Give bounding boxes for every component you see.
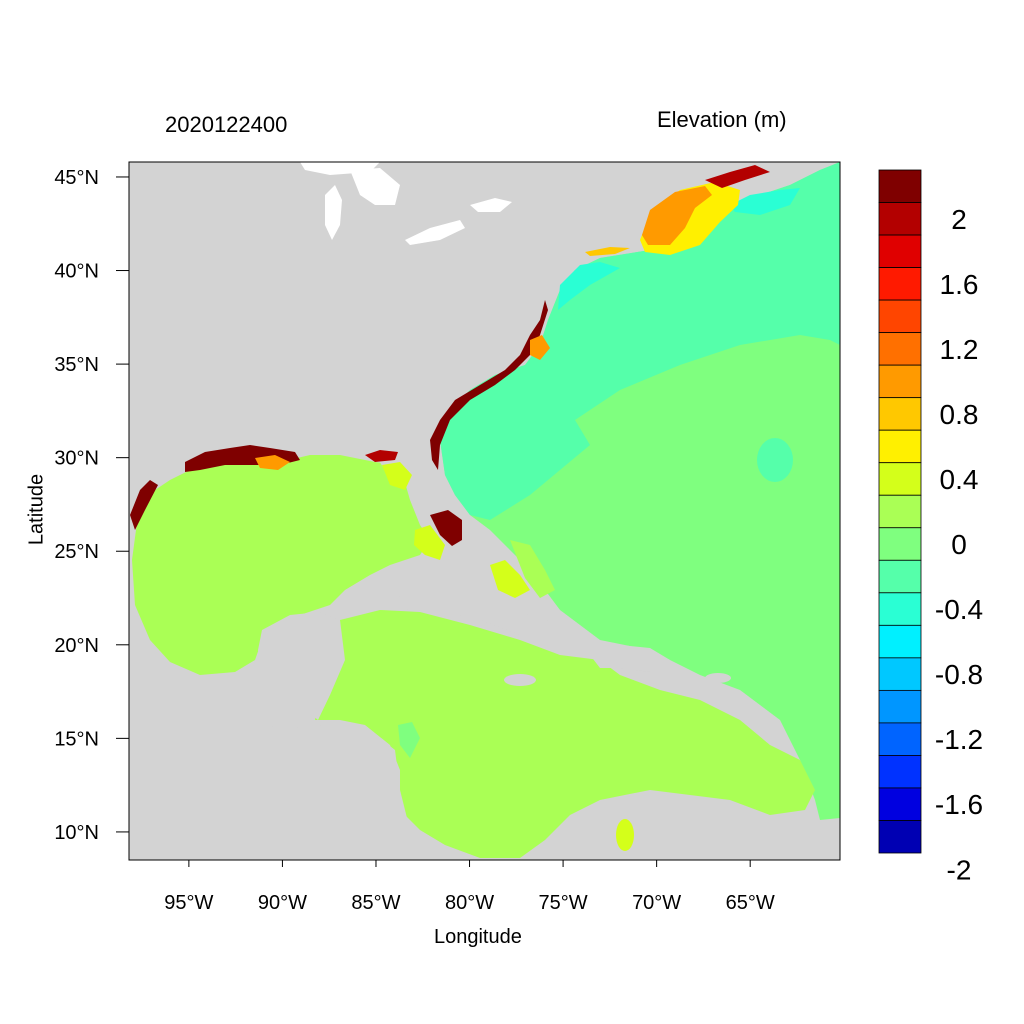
hispaniola	[590, 645, 670, 672]
gulf-of-maine-surge-high	[642, 186, 712, 245]
colorbar-label: 1.2	[940, 334, 979, 365]
colorbar-label: 0.4	[940, 464, 979, 495]
pamlico-sound-surge	[530, 335, 550, 360]
colorbar-swatch	[878, 624, 922, 659]
colorbar-label: 0	[951, 529, 967, 560]
y-tick-label: 35°N	[54, 354, 99, 376]
colorbar-swatch	[878, 332, 922, 366]
louisiana-coast-surge	[185, 445, 300, 472]
jamaica	[504, 674, 536, 686]
y-tick-label: 20°N	[54, 635, 99, 657]
south-america-coast	[540, 800, 840, 860]
honduras-coastal	[398, 722, 420, 758]
nova-scotia-shelf	[730, 188, 800, 215]
colorbar-label: -0.8	[935, 659, 983, 690]
bay-of-fundy-surge	[705, 165, 770, 188]
colorbar-swatch	[878, 299, 922, 334]
x-tick-label: 85°W	[351, 892, 400, 914]
colorbar-swatch	[878, 787, 922, 821]
colorbar-swatch	[878, 820, 922, 854]
long-island-sound-surge	[585, 247, 630, 256]
cuba	[380, 590, 580, 645]
colorbar-label: 0.8	[940, 399, 979, 430]
map-plot-area	[129, 162, 840, 860]
colorbar-swatch	[878, 202, 922, 236]
colorbar-label: 1.6	[940, 269, 979, 300]
y-tick-label: 15°N	[54, 728, 99, 750]
colorbar-swatch	[878, 755, 922, 789]
colorbar-swatch	[878, 689, 922, 724]
variable-title: Elevation (m)	[657, 107, 787, 132]
y-tick-label: 10°N	[54, 822, 99, 844]
x-tick-label: 80°W	[445, 892, 494, 914]
x-tick-label: 65°W	[726, 892, 775, 914]
y-tick-label: 45°N	[54, 167, 99, 189]
atlantic-shelf-region	[440, 162, 840, 520]
sargasso-patch	[757, 438, 793, 482]
colorbar-swatch	[878, 592, 922, 626]
colorbar-swatch	[878, 169, 922, 203]
colorbar-swatch	[878, 657, 922, 691]
bahamas-bank	[490, 560, 530, 598]
colorbar-label: 2	[951, 204, 967, 235]
yucatan-peninsula	[258, 612, 345, 720]
bahamas-islands	[510, 540, 555, 598]
gulf-of-mexico-region	[132, 455, 430, 675]
x-tick-label: 90°W	[258, 892, 307, 914]
colorbar-swatch	[878, 527, 922, 561]
puerto-rico	[705, 673, 731, 683]
colorbar-swatch	[878, 267, 922, 301]
lake-michigan	[325, 185, 342, 240]
south-florida-surge	[430, 510, 462, 546]
apalachee-surge	[365, 450, 398, 462]
big-bend-surge	[382, 462, 412, 490]
lake-erie	[405, 220, 465, 245]
colorbar-swatch	[878, 722, 922, 756]
colorbar-label: -2	[947, 854, 972, 885]
colorbar-label: -1.6	[935, 789, 983, 820]
colorbar-label: -0.4	[935, 594, 983, 625]
colorbar-swatch	[878, 462, 922, 496]
x-tick-label: 95°W	[164, 892, 213, 914]
colorbar-swatch	[878, 234, 922, 268]
x-axis-ticks: 95°W 90°W 85°W 80°W 75°W 70°W 65°W	[164, 860, 775, 914]
east-coast-surge	[430, 300, 548, 470]
central-america	[129, 715, 430, 860]
x-axis-label: Longitude	[434, 926, 522, 948]
colorbar: 2 1.6 1.2 0.8 0.4 0 -0.4 -0.8 -1.2 -1.6 -2	[878, 169, 983, 885]
x-tick-label: 75°W	[539, 892, 588, 914]
y-axis-ticks: 45°N 40°N 35°N 30°N 25°N 20°N 15°N 10°N	[54, 167, 129, 844]
timestamp-label: 2020122400	[165, 112, 288, 137]
y-tick-label: 25°N	[54, 541, 99, 563]
louisiana-coast-orange	[255, 455, 290, 470]
colorbar-swatch	[878, 559, 922, 594]
y-tick-label: 40°N	[54, 261, 99, 283]
x-tick-label: 70°W	[632, 892, 681, 914]
colorbar-swatch	[878, 397, 922, 431]
lake-superior	[300, 162, 380, 175]
colorbar-swatch	[878, 429, 922, 464]
lake-huron	[350, 168, 400, 205]
colorbar-swatch	[878, 494, 922, 529]
southwest-florida-bay	[414, 525, 445, 560]
mid-atlantic-shelf	[558, 262, 620, 310]
y-tick-label: 30°N	[54, 448, 99, 470]
texas-coast-surge	[130, 480, 158, 530]
caribbean-sea-region	[315, 610, 815, 858]
lake-ontario	[470, 198, 512, 212]
lake-maracaibo	[616, 819, 634, 851]
colorbar-label: -1.2	[935, 724, 983, 755]
plot-frame	[128, 161, 841, 861]
colorbar-swatch	[878, 364, 922, 399]
